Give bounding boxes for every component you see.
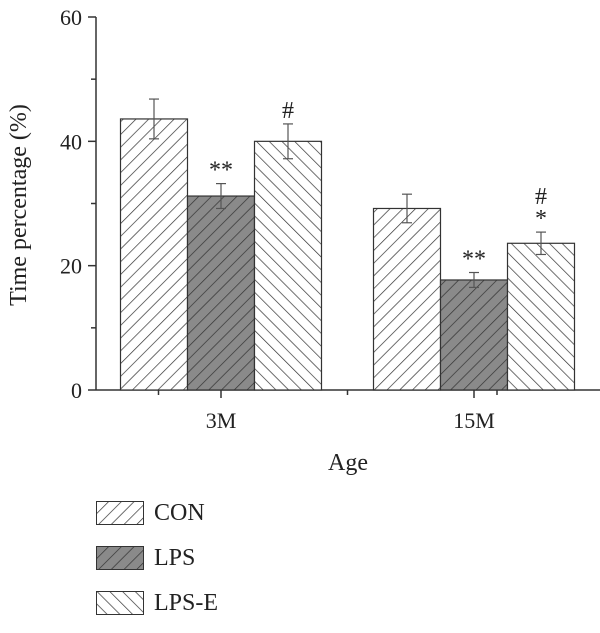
y-tick-label: 60 [60, 5, 82, 30]
legend-label-con: CON [154, 500, 205, 526]
x-axis-label: Age [328, 450, 368, 476]
bar-lps-e-15m [506, 242, 576, 391]
legend: CON LPS LPS-E [96, 498, 218, 633]
x-tick-label: 3M [206, 408, 237, 433]
significance-marker: # [535, 184, 547, 210]
y-axis-label: Time percentage (%) [6, 104, 32, 306]
bar-lps-e-3m [253, 140, 323, 391]
bar-lps-3m [186, 195, 256, 391]
significance-marker: ** [462, 247, 486, 273]
significance-marker: ** [209, 158, 233, 184]
significance-marker: * [535, 206, 547, 232]
bar-lps-15m [439, 279, 509, 391]
bar-con-15m [372, 207, 442, 391]
legend-item-lps: LPS [96, 543, 218, 573]
legend-swatch-lps-e [96, 591, 144, 615]
x-tick-label: 15M [453, 408, 495, 433]
y-tick-label: 20 [60, 254, 82, 279]
bar-con-3m [119, 118, 189, 391]
significance-marker: # [282, 98, 294, 124]
legend-item-con: CON [96, 498, 218, 528]
y-tick-label: 40 [60, 129, 82, 154]
legend-label-lps: LPS [154, 545, 196, 571]
legend-item-lps-e: LPS-E [96, 588, 218, 618]
legend-swatch-con [96, 501, 144, 525]
legend-swatch-lps [96, 546, 144, 570]
legend-label-lps-e: LPS-E [154, 590, 219, 616]
y-tick-label: 0 [71, 378, 82, 403]
